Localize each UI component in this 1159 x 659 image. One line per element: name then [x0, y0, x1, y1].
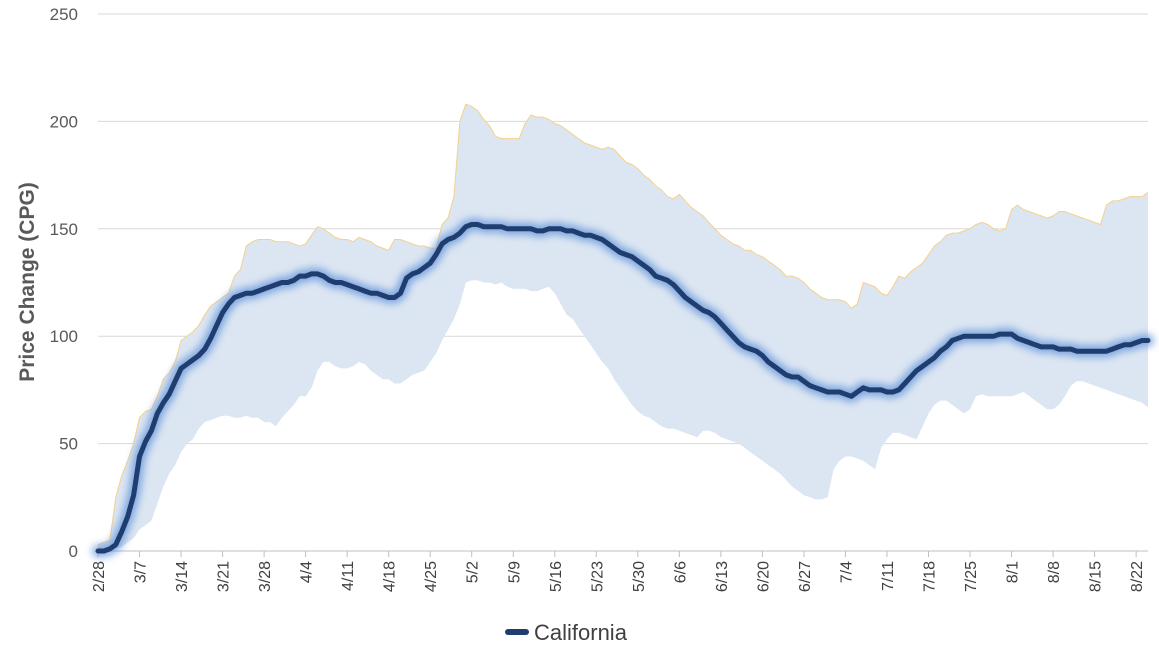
x-tick-label: 4/25 [423, 561, 440, 592]
x-tick-label: 6/13 [714, 561, 731, 592]
x-tick-label: 5/23 [589, 561, 606, 592]
x-tick-label: 6/6 [672, 561, 689, 583]
x-tick-label: 8/8 [1046, 561, 1063, 583]
y-tick-label: 100 [50, 327, 78, 346]
y-tick-label: 0 [69, 542, 78, 561]
legend-label-california: California [534, 620, 628, 645]
y-tick-label: 50 [59, 435, 78, 454]
x-tick-label: 3/28 [257, 561, 274, 592]
x-tick-label: 5/30 [631, 561, 648, 592]
x-axis: 2/28 3/7 3/14 3/21 3/28 4/4 4/11 4/18 4/25 5/2 5/9… [91, 550, 1148, 592]
x-tick-label: 5/2 [465, 561, 482, 583]
range-band-area [98, 104, 1148, 551]
x-tick-label: 3/21 [216, 561, 233, 592]
range-band-upper-edge [97, 103, 1149, 546]
x-tick-label: 3/14 [174, 561, 191, 592]
x-tick-label: 3/7 [133, 561, 150, 583]
y-axis-ticks: 0 50 100 150 200 250 [50, 5, 78, 561]
x-tick-label: 4/11 [340, 561, 357, 591]
y-tick-label: 200 [50, 112, 78, 131]
x-tick-label: 5/9 [506, 561, 523, 583]
x-tick-label: 7/18 [922, 561, 939, 592]
x-tick-label: 7/11 [880, 561, 897, 591]
x-tick-label: 4/18 [382, 561, 399, 592]
x-tick-label: 5/16 [548, 561, 565, 592]
legend: California [505, 620, 628, 645]
x-tick-label: 7/25 [963, 561, 980, 592]
x-tick-label: 7/4 [838, 561, 855, 583]
x-tick-label: 4/4 [299, 561, 316, 583]
series-line-california [95, 222, 1151, 554]
y-tick-label: 250 [50, 5, 78, 24]
y-tick-label: 150 [50, 220, 78, 239]
x-tick-label: 2/28 [91, 561, 108, 592]
x-tick-label: 6/20 [755, 561, 772, 592]
y-axis-label: Price Change (CPG) [16, 182, 39, 382]
x-tick-label: 6/27 [797, 561, 814, 592]
series-layer [92, 218, 1154, 557]
x-tick-label: 8/15 [1088, 561, 1105, 592]
range-band [97, 103, 1149, 551]
x-tick-label: 8/22 [1129, 561, 1146, 592]
x-tick-label: 8/1 [1005, 561, 1022, 583]
